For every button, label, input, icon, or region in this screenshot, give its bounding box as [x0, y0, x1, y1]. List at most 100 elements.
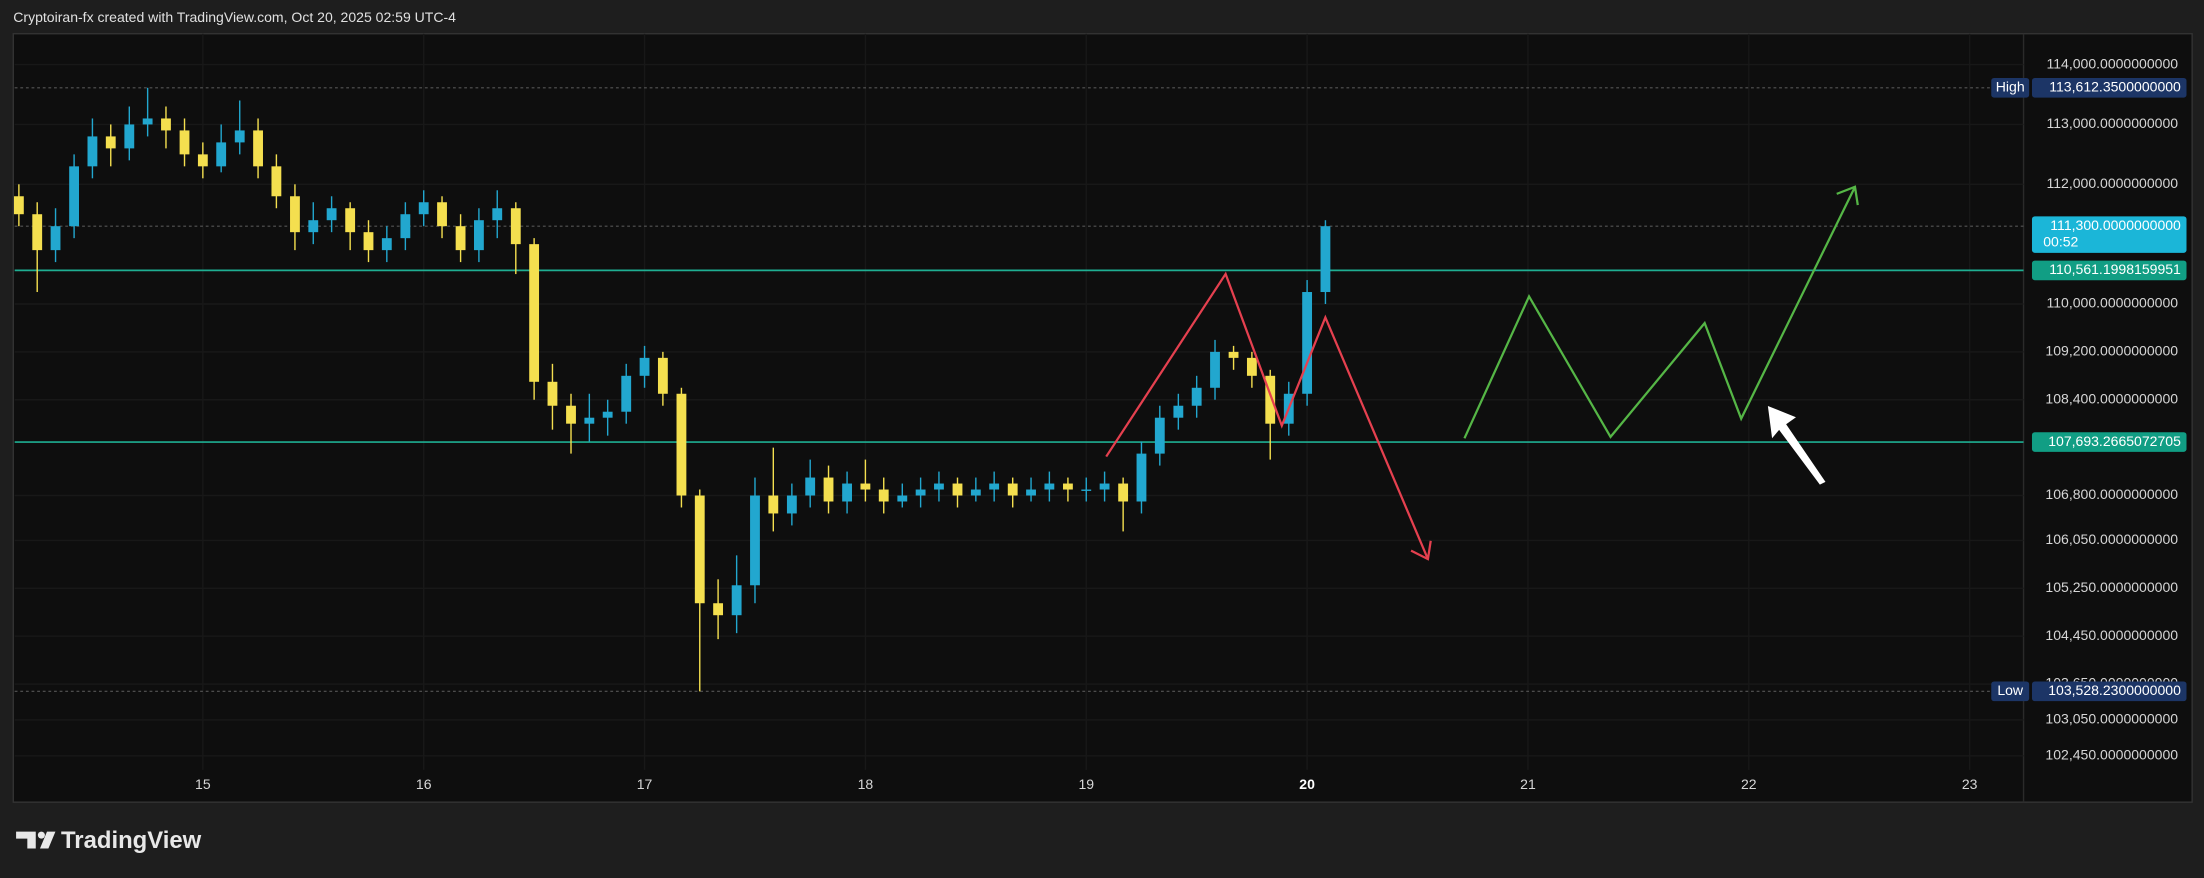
candle-body: [13, 196, 24, 215]
chart-panel: [12, 33, 2193, 803]
x-tick-label: 21: [1520, 776, 1536, 792]
price-tag-badge: [1991, 77, 2030, 98]
price-badge-label: 110,561.1998159951: [2049, 261, 2181, 277]
candle-body: [105, 136, 116, 149]
red-arrowhead: [1410, 540, 1432, 561]
y-tick-label: 102,450.0000000000: [2045, 747, 2178, 763]
x-tick-label: 17: [637, 776, 653, 792]
candle-body: [952, 483, 963, 496]
x-tick-label: 22: [1741, 776, 1757, 792]
candle-body: [657, 357, 668, 394]
candle-body: [1246, 357, 1257, 376]
price-badge: [2031, 77, 2187, 98]
price-badge: [2031, 432, 2187, 452]
candle-body: [547, 381, 558, 406]
candle-body: [1210, 351, 1220, 388]
candle-body: [345, 208, 356, 233]
candle-body: [1320, 226, 1331, 293]
candle-body: [234, 130, 245, 143]
price-tag: Low: [1997, 682, 2024, 698]
y-tick-label: 103,050.0000000000: [2045, 711, 2178, 727]
green-path: [1463, 186, 1856, 439]
candle-body: [455, 226, 466, 251]
candle-body: [1099, 483, 1110, 490]
candle-body: [363, 232, 374, 251]
y-tick-label: 110,000.0000000000: [2046, 295, 2178, 311]
candle-body: [639, 357, 650, 376]
candle-body: [989, 483, 1000, 490]
candle-body: [197, 154, 208, 167]
candle-body: [510, 208, 521, 245]
candle-body: [1191, 387, 1202, 406]
candle-body: [750, 495, 760, 586]
y-tick-label: 112,000.0000000000: [2046, 175, 2178, 191]
price-badge-label: 107,693.2665072705: [2048, 433, 2181, 449]
candle-body: [602, 411, 613, 418]
candle-body: [915, 489, 926, 496]
candle-body: [934, 483, 944, 490]
candle-body: [1063, 483, 1073, 490]
candle-body: [584, 417, 595, 424]
candle-body: [1007, 483, 1018, 496]
candle-body: [326, 208, 337, 221]
candle-body: [1154, 417, 1165, 454]
y-tick-label: 113,000.0000000000: [2046, 115, 2178, 131]
candle-body: [1173, 405, 1184, 418]
price-countdown: 00:52: [2043, 234, 2078, 250]
candle-body: [805, 477, 816, 496]
y-tick-label: 106,800.0000000000: [2045, 486, 2178, 502]
candle-body: [713, 603, 724, 616]
y-tick-label: 105,250.0000000000: [2045, 579, 2178, 595]
candle-body: [1044, 483, 1055, 490]
candle-body: [437, 202, 447, 227]
price-badge: [2031, 681, 2187, 702]
brand-logo: TradingView: [16, 827, 202, 854]
price-badge: [2031, 216, 2187, 253]
x-tick-label: 16: [416, 776, 432, 792]
header-text: Cryptoiran-fx created with TradingView.c…: [13, 9, 456, 25]
candle-body: [1302, 292, 1313, 394]
price-badge: [2031, 260, 2187, 281]
candle-body: [1118, 483, 1129, 502]
candle-body: [418, 202, 429, 215]
white-arrow: [1767, 405, 1826, 485]
candle-body: [69, 166, 80, 227]
price-tag: High: [1996, 79, 2025, 95]
candle-body: [161, 118, 171, 131]
candle-body: [492, 208, 503, 221]
candle-body: [860, 483, 871, 490]
candle-body: [621, 375, 632, 412]
candle-body: [1228, 351, 1239, 358]
candle-body: [271, 166, 282, 197]
candle-body: [878, 489, 889, 502]
x-tick-label: 15: [195, 776, 211, 792]
candle-body: [179, 130, 190, 155]
candle-body: [1026, 489, 1036, 496]
candle-body: [473, 220, 484, 251]
candle-body: [694, 495, 705, 604]
candle-body: [566, 405, 576, 424]
price-badge-label: 111,300.0000000000: [2050, 217, 2181, 233]
y-tick-label: 104,450.0000000000: [2045, 627, 2178, 643]
candle-body: [142, 118, 153, 125]
y-tick-label: 106,050.0000000000: [2045, 531, 2178, 547]
y-tick-label: 109,200.0000000000: [2045, 343, 2178, 359]
candle-body: [216, 142, 227, 167]
candle-body: [786, 495, 797, 514]
price-tag-badge: [1991, 681, 2030, 702]
candle-body: [124, 124, 135, 149]
x-tick-label: 23: [1962, 776, 1978, 792]
candle-body: [768, 495, 779, 514]
candle-body: [731, 585, 742, 616]
logo-slash: [39, 831, 56, 849]
candle-body: [308, 220, 319, 233]
candle-body: [253, 130, 263, 167]
candle-body: [290, 196, 300, 233]
logo-dot: [37, 831, 45, 839]
candle-body: [1081, 489, 1092, 491]
candle-body: [676, 393, 687, 496]
x-tick-label: 18: [858, 776, 874, 792]
candle-body: [1265, 375, 1276, 424]
